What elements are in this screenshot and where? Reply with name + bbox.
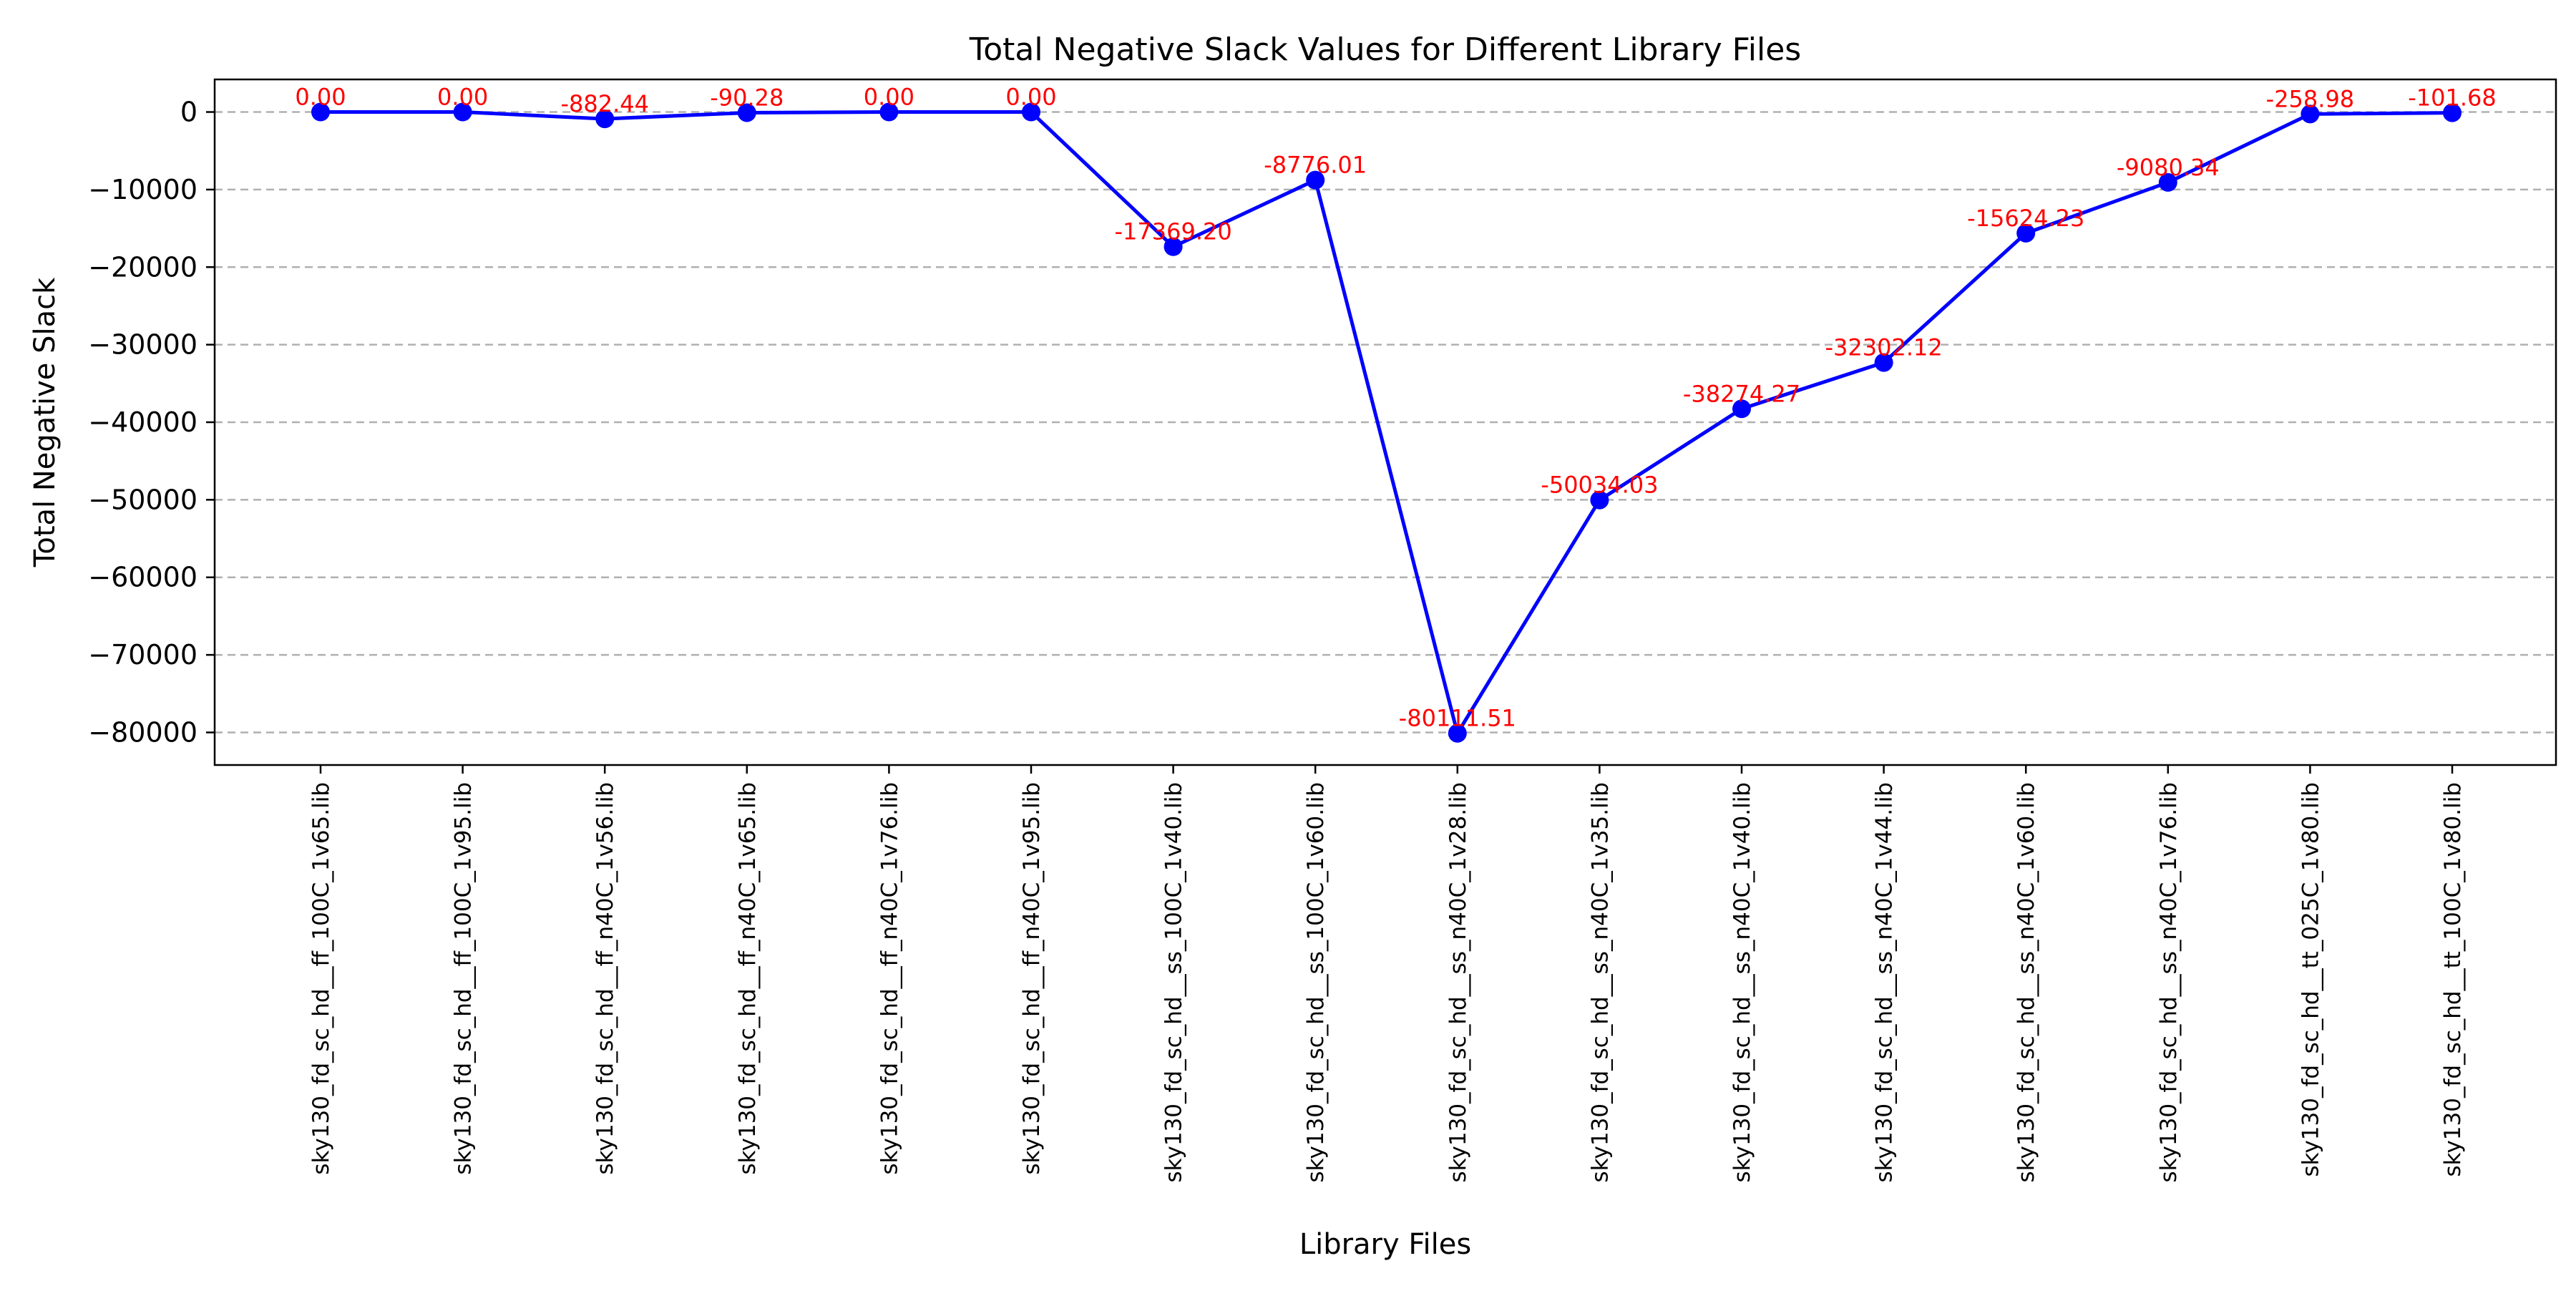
y-tick-label: −60000 — [88, 562, 197, 593]
data-point — [2016, 223, 2036, 243]
y-tick-label: 0 — [180, 97, 197, 128]
x-tick-label: sky130_fd_sc_hd__ss_n40C_1v44.lib — [1872, 782, 1898, 1182]
y-tick-label: −40000 — [88, 406, 197, 438]
data-label: -882.44 — [560, 90, 649, 117]
y-tick-label: −10000 — [88, 174, 197, 205]
series-line — [321, 110, 2453, 736]
data-label: -90.28 — [710, 84, 784, 111]
x-tick-label: sky130_fd_sc_hd__ff_100C_1v95.lib — [451, 782, 477, 1175]
y-tick-label: −50000 — [88, 484, 197, 515]
data-label: 0.00 — [1005, 84, 1056, 111]
x-tick-label: sky130_fd_sc_hd__ss_100C_1v60.lib — [1303, 782, 1329, 1183]
data-label: -38274.27 — [1683, 380, 1800, 407]
chart-title: Total Negative Slack Values for Differen… — [969, 31, 1801, 68]
y-axis-ticks: 0 −10000 −20000 −30000 −40000 −50000 −60000 −70… — [88, 97, 215, 748]
data-label: 0.00 — [437, 84, 488, 111]
data-point — [879, 102, 899, 122]
data-label: 0.00 — [864, 84, 914, 111]
x-tick-label: sky130_fd_sc_hd__ss_n40C_1v76.lib — [2156, 782, 2182, 1182]
data-point — [1448, 724, 1467, 743]
x-axis-label: Library Files — [1299, 1228, 1471, 1261]
data-label: 0.00 — [295, 84, 346, 111]
data-label: -32302.12 — [1825, 334, 1942, 361]
data-label: -101.68 — [2408, 84, 2497, 112]
x-tick-label: sky130_fd_sc_hd__ff_n40C_1v76.lib — [877, 782, 902, 1175]
data-point — [1163, 237, 1183, 256]
x-tick-label: sky130_fd_sc_hd__ss_100C_1v40.lib — [1161, 782, 1187, 1183]
x-tick-label: sky130_fd_sc_hd__ss_n40C_1v28.lib — [1445, 782, 1471, 1182]
x-tick-label: sky130_fd_sc_hd__ff_n40C_1v56.lib — [592, 782, 618, 1175]
data-point — [1306, 170, 1325, 190]
data-point — [737, 103, 756, 122]
x-tick-label: sky130_fd_sc_hd__ss_n40C_1v60.lib — [2014, 782, 2039, 1182]
data-point — [1590, 490, 1609, 510]
y-tick-label: −20000 — [88, 251, 197, 283]
data-label: -258.98 — [2266, 85, 2355, 112]
x-tick-label: sky130_fd_sc_hd__tt_100C_1v80.lib — [2440, 782, 2466, 1177]
data-point — [453, 102, 472, 122]
x-tick-label: sky130_fd_sc_hd__ff_n40C_1v95.lib — [1019, 782, 1045, 1175]
data-label: -15624.23 — [1967, 205, 2084, 232]
x-tick-label: sky130_fd_sc_hd__tt_025C_1v80.lib — [2298, 782, 2323, 1177]
x-tick-label: sky130_fd_sc_hd__ff_n40C_1v65.lib — [735, 782, 761, 1175]
y-axis-label: Total Negative Slack — [29, 277, 62, 567]
data-label: -50034.03 — [1541, 472, 1658, 499]
plot-frame — [213, 78, 2557, 766]
data-label: -9080.34 — [2117, 154, 2220, 181]
data-point — [1732, 399, 1751, 419]
data-labels: 0.00 0.00 -882.44 -90.28 0.00 0.00 -17369.20 -8… — [295, 84, 2496, 732]
series-tns — [311, 102, 2462, 743]
data-label: -80111.51 — [1399, 705, 1516, 732]
data-label: -17369.20 — [1114, 218, 1231, 245]
y-tick-label: −30000 — [88, 329, 197, 361]
x-tick-label: sky130_fd_sc_hd__ss_n40C_1v35.lib — [1587, 782, 1613, 1182]
y-tick-label: −80000 — [88, 716, 197, 748]
data-point — [1874, 353, 1893, 372]
x-tick-label: sky130_fd_sc_hd__ff_100C_1v65.lib — [308, 782, 334, 1175]
data-point — [2158, 172, 2177, 192]
x-axis-ticks: sky130_fd_sc_hd__ff_100C_1v65.lib sky130_… — [308, 765, 2466, 1183]
data-point — [2301, 104, 2320, 124]
y-tick-label: −70000 — [88, 639, 197, 671]
x-tick-label: sky130_fd_sc_hd__ss_n40C_1v40.lib — [1729, 782, 1755, 1182]
data-point — [2443, 103, 2462, 122]
data-point — [311, 102, 330, 122]
data-point — [595, 109, 615, 129]
data-label: -8776.01 — [1264, 152, 1367, 179]
data-point — [1022, 102, 1040, 122]
